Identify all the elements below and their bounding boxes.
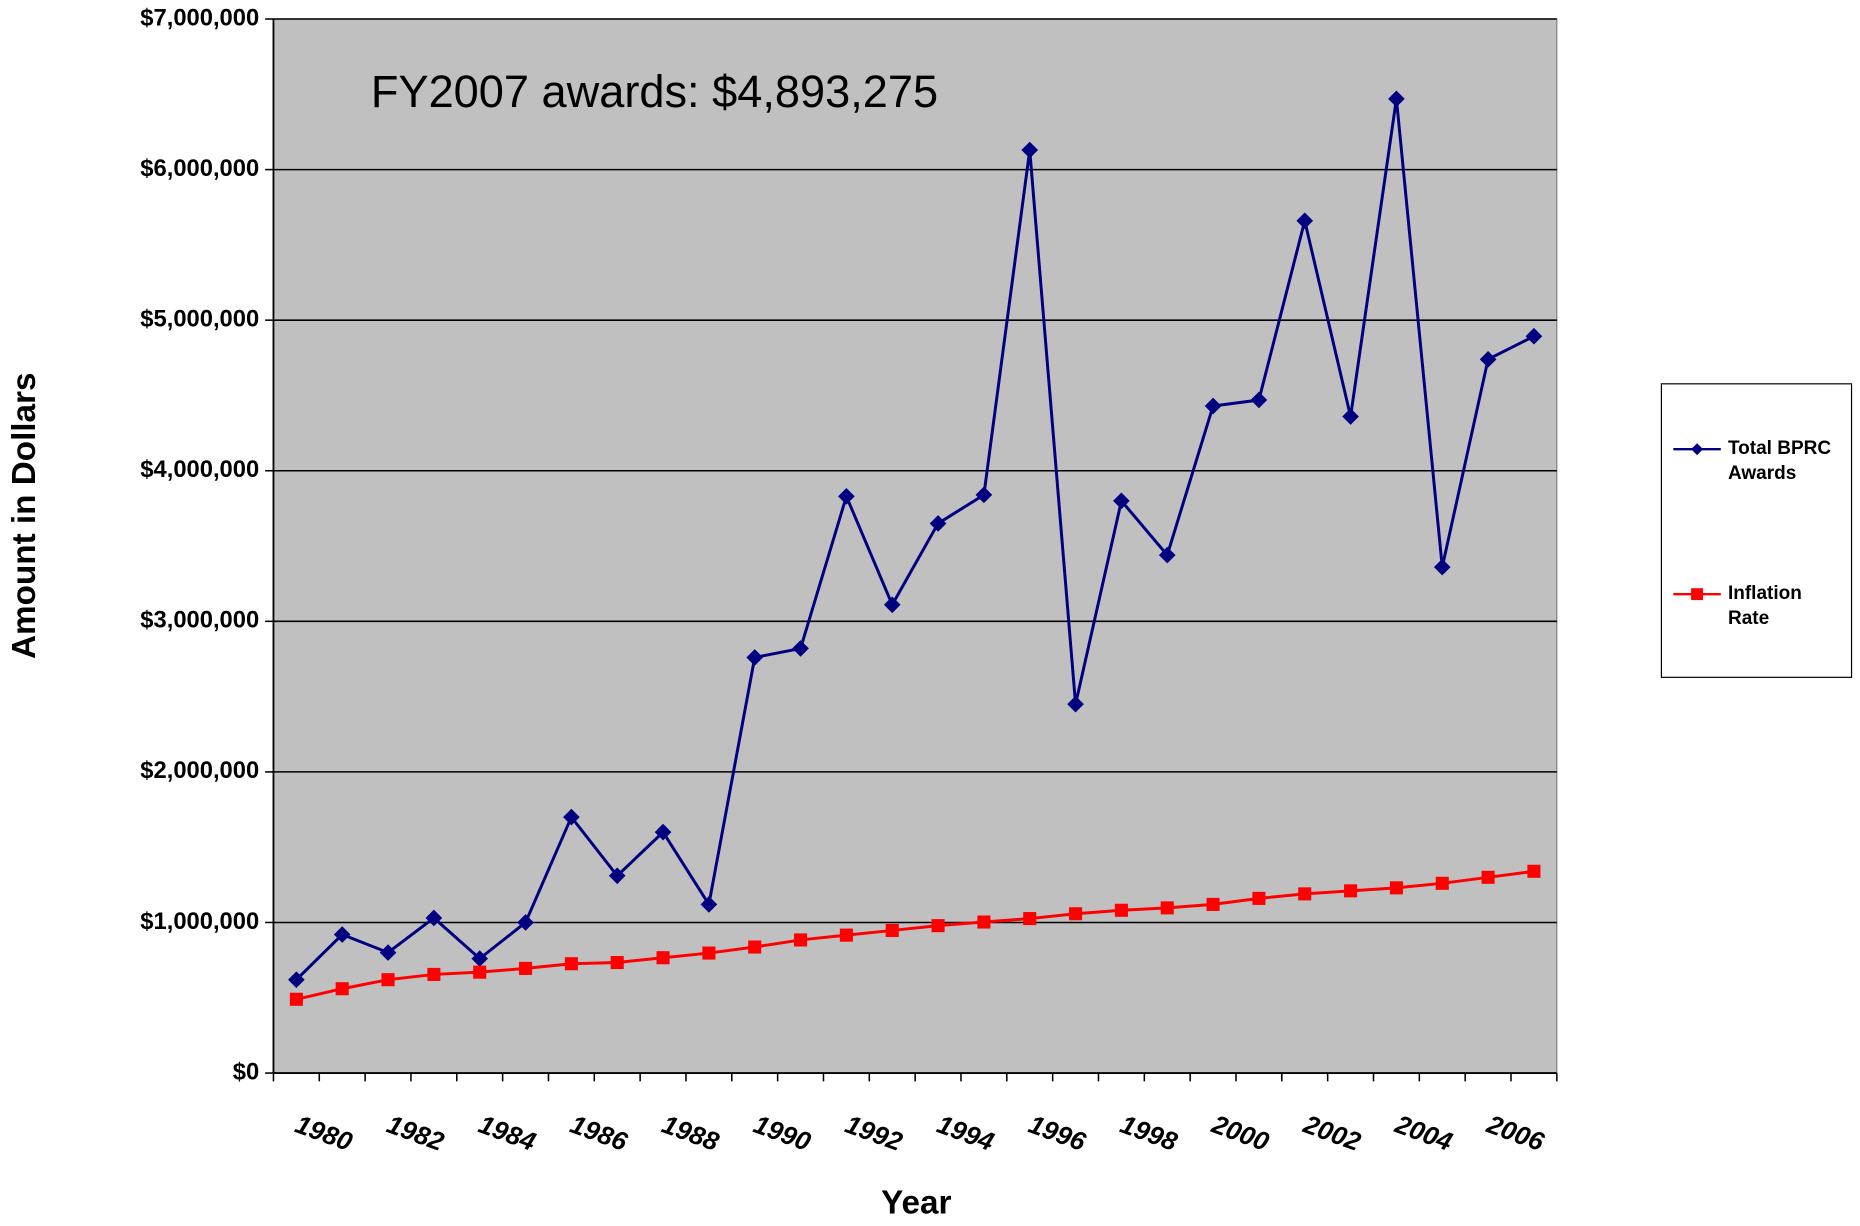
legend-box — [1660, 383, 1853, 678]
point — [608, 867, 626, 885]
point — [1481, 870, 1495, 884]
x-tick-label: 1984 — [475, 1109, 540, 1157]
point — [746, 649, 764, 666]
x-tick-label: 1988 — [658, 1109, 723, 1157]
point — [702, 946, 716, 960]
y-tick-label: $0 — [233, 1058, 259, 1085]
point — [1433, 558, 1451, 576]
x-tick-label: 1980 — [291, 1109, 356, 1157]
legend-entry: Inflation Rate — [1727, 583, 1802, 629]
series-line — [296, 869, 1535, 1001]
point — [288, 971, 305, 989]
point — [1525, 327, 1543, 345]
point — [931, 919, 945, 933]
x-tick-label: 1992 — [841, 1109, 906, 1157]
point — [471, 950, 489, 967]
point — [656, 951, 670, 965]
point — [563, 808, 580, 826]
point — [381, 973, 395, 987]
y-axis-label: Amount in Dollars — [6, 372, 43, 658]
y-tick-label: $7,000,000 — [140, 4, 259, 31]
point — [1069, 907, 1083, 921]
point — [1206, 897, 1220, 911]
point — [564, 957, 578, 971]
point — [1389, 881, 1403, 895]
x-tick-label: 1996 — [1025, 1109, 1090, 1157]
x-axis-label: Year — [881, 1185, 951, 1221]
point — [838, 488, 855, 505]
point — [519, 961, 533, 975]
x-tick-label: 2000 — [1207, 1109, 1273, 1158]
point — [610, 955, 624, 970]
x-tick-label: 1994 — [933, 1109, 998, 1157]
point — [1296, 212, 1314, 230]
point — [427, 967, 441, 981]
point — [1252, 891, 1266, 905]
legend-label: Total BPRC Awards — [1727, 438, 1832, 484]
y-tick-label: $1,000,000 — [140, 908, 259, 935]
point — [289, 992, 303, 1006]
point — [1114, 903, 1128, 917]
legend-label: Inflation Rate — [1727, 583, 1802, 629]
point — [1023, 912, 1037, 926]
point — [1158, 546, 1176, 564]
y-tick-label: $4,000,000 — [140, 456, 259, 483]
point — [700, 896, 718, 913]
point — [794, 933, 808, 947]
point — [1298, 887, 1312, 901]
legend-marker — [1691, 443, 1704, 456]
point — [792, 640, 809, 657]
y-tick-label: $5,000,000 — [140, 305, 259, 332]
x-tick-label: 2004 — [1391, 1109, 1457, 1158]
y-tick-label: $2,000,000 — [140, 757, 259, 784]
point — [333, 926, 351, 943]
y-tick-label: $3,000,000 — [140, 607, 259, 634]
y-tick-label: $6,000,000 — [140, 155, 259, 182]
point — [473, 965, 487, 979]
point — [1479, 350, 1497, 368]
x-tick-label: 1986 — [566, 1109, 631, 1157]
point — [975, 486, 993, 504]
x-tick-label: 1998 — [1117, 1109, 1182, 1157]
point — [1435, 876, 1449, 890]
legend-entry: Total BPRC Awards — [1727, 438, 1832, 484]
x-tick-label: 2006 — [1482, 1109, 1548, 1158]
plot-area — [272, 18, 1558, 1074]
point — [839, 928, 853, 942]
point — [379, 944, 397, 961]
x-tick-label: 1982 — [383, 1109, 448, 1157]
point — [883, 596, 901, 614]
point — [517, 914, 534, 931]
point — [425, 909, 443, 927]
x-tick-label: 1990 — [750, 1109, 815, 1157]
legend-marker — [1691, 588, 1704, 601]
annotation: FY2007 awards: $4,893,275 — [371, 66, 938, 117]
point — [885, 923, 899, 937]
series-line — [295, 98, 1535, 981]
point — [335, 982, 349, 996]
point — [1344, 884, 1358, 898]
point — [654, 823, 672, 841]
point — [1204, 397, 1222, 415]
point — [977, 915, 991, 929]
point — [1527, 864, 1541, 878]
x-tick-label: 2002 — [1299, 1109, 1365, 1158]
point — [748, 940, 762, 954]
point — [1160, 901, 1174, 915]
